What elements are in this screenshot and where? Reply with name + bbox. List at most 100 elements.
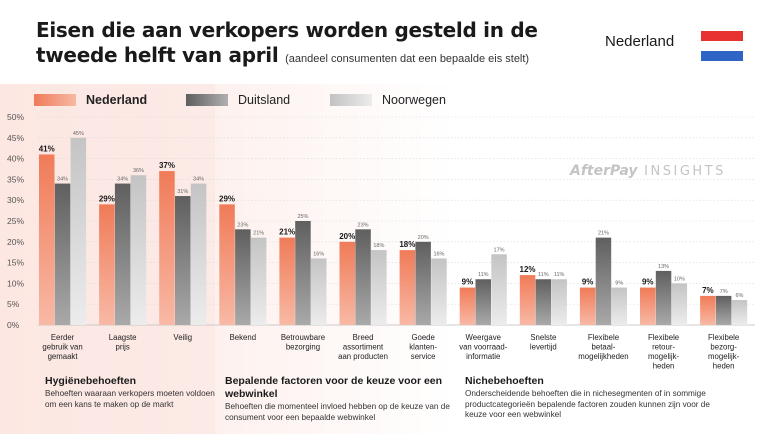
value-label-noorwegen: 34% [193, 177, 204, 183]
bar-duitsland [655, 270, 672, 325]
value-label-duitsland: 34% [57, 177, 68, 183]
value-label-duitsland: 21% [598, 231, 609, 237]
bar-duitsland [295, 221, 311, 325]
legend-item-nederland: Nederland [34, 92, 147, 108]
value-label-duitsland: 23% [237, 222, 248, 228]
x-tick-label: Weergave [466, 333, 501, 342]
legend-label-noorwegen: Noorwegen [382, 93, 446, 107]
group-hygiene-title: Hygiënebehoeften [45, 375, 137, 387]
y-tick-label: 5% [7, 299, 20, 309]
afterpay-insights-watermark: AfterPay INSIGHTS [570, 163, 726, 179]
value-label-nederland: 18% [399, 240, 415, 249]
value-label-duitsland: 13% [658, 264, 669, 270]
bar-duitsland [235, 229, 251, 325]
title-subtitle: (aandeel consumenten dat een bepaalde ei… [285, 53, 530, 65]
bar-noorwegen [371, 250, 387, 325]
bar-noorwegen [190, 183, 207, 325]
flag-blue-stripe [701, 51, 743, 61]
value-label-nederland: 7% [702, 286, 714, 295]
x-tick-label: prijs [116, 343, 130, 352]
value-label-nederland: 20% [339, 232, 355, 241]
y-tick-label: 20% [7, 237, 24, 247]
x-tick-label: betaal- [592, 343, 616, 352]
bar-nederland [219, 204, 235, 325]
y-tick-label: 0% [7, 320, 20, 330]
legend-swatch-duitsland [186, 94, 228, 106]
x-tick-label: Bekend [230, 333, 256, 342]
bar-duitsland [715, 295, 732, 325]
value-label-noorwegen: 11% [554, 272, 565, 278]
value-label-noorwegen: 18% [373, 243, 384, 249]
legend-swatch-nederland [34, 94, 76, 106]
bar-nederland [279, 237, 295, 325]
country-label: Nederland [605, 33, 675, 50]
x-tick-label: heden [713, 362, 735, 371]
bar-noorwegen [551, 279, 567, 325]
value-label-duitsland: 7% [720, 289, 728, 295]
y-tick-label: 40% [7, 154, 24, 164]
bar-duitsland [475, 279, 491, 325]
legend-label-duitsland: Duitsland [238, 93, 291, 107]
x-tick-label: Breed [353, 333, 374, 342]
value-label-nederland: 9% [642, 278, 654, 287]
value-label-noorwegen: 9% [615, 281, 623, 287]
x-tick-label: Flexibele [588, 333, 619, 342]
x-tick-label: service [411, 352, 436, 361]
x-tick-label: levertijd [530, 343, 557, 352]
x-tick-label: heden [653, 362, 675, 371]
bar-nederland [459, 287, 476, 325]
bar-duitsland [535, 279, 552, 325]
value-label-noorwegen: 16% [313, 251, 324, 257]
x-tick-label: mogelijk- [708, 352, 740, 361]
bar-noorwegen [731, 300, 748, 325]
bar-noorwegen [250, 237, 267, 325]
x-tick-label: Goede [411, 333, 434, 342]
bar-nederland [700, 295, 716, 325]
y-tick-label: 30% [7, 195, 24, 205]
bar-noorwegen [70, 137, 87, 325]
flag-white-stripe [701, 41, 743, 51]
group-decisive-description: Behoeften die momenteel invloed hebben o… [225, 402, 450, 422]
bar-noorwegen [491, 254, 507, 325]
bar-duitsland [114, 183, 131, 325]
bar-noorwegen [311, 258, 327, 325]
bar-nederland [519, 275, 536, 325]
group-hygiene-description: Behoeften waaraan verkopers moeten voldo… [45, 389, 215, 409]
bar-nederland [399, 250, 416, 325]
x-tick-label: bezorg- [710, 343, 737, 352]
legend-item-noorwegen: Noorwegen [330, 92, 446, 108]
netherlands-flag-icon [701, 31, 743, 61]
bar-nederland [339, 241, 355, 325]
flag-red-stripe [701, 31, 743, 41]
value-label-noorwegen: 21% [253, 231, 264, 237]
value-label-noorwegen: 10% [674, 276, 685, 282]
group-hygiene: Hygiënebehoeften Behoeften waaraan verko… [45, 375, 215, 410]
bar-nederland [99, 204, 115, 325]
value-label-duitsland: 25% [297, 214, 308, 220]
value-label-nederland: 37% [159, 161, 175, 170]
x-tick-label: Betrouwbare [281, 333, 325, 342]
group-niche-description: Onderscheidende behoeften die in nichese… [465, 389, 710, 419]
x-tick-label: aan producten [338, 352, 388, 361]
bar-nederland [579, 287, 596, 325]
value-label-noorwegen: 16% [433, 251, 444, 257]
value-label-nederland: 21% [279, 228, 295, 237]
value-label-duitsland: 11% [538, 272, 549, 278]
x-tick-label: mogelijkheden [578, 352, 628, 361]
page-title: Eisen die aan verkopers worden gesteld i… [36, 18, 596, 72]
x-tick-label: mogelijk- [648, 352, 680, 361]
bar-noorwegen [431, 258, 447, 325]
value-label-nederland: 12% [520, 265, 536, 274]
value-label-nederland: 29% [99, 194, 115, 203]
group-decisive-title: Bepalende factoren voor de keuze voor ee… [225, 375, 443, 400]
bar-duitsland [415, 241, 431, 325]
value-label-noorwegen: 45% [73, 131, 84, 137]
x-tick-label: retour- [652, 343, 675, 352]
x-tick-label: Laagste [109, 333, 137, 342]
x-tick-label: gemaakt [48, 352, 79, 361]
value-label-noorwegen: 17% [494, 247, 505, 253]
bar-nederland [39, 154, 55, 325]
x-tick-label: Veilig [173, 333, 192, 342]
bar-nederland [159, 171, 175, 325]
